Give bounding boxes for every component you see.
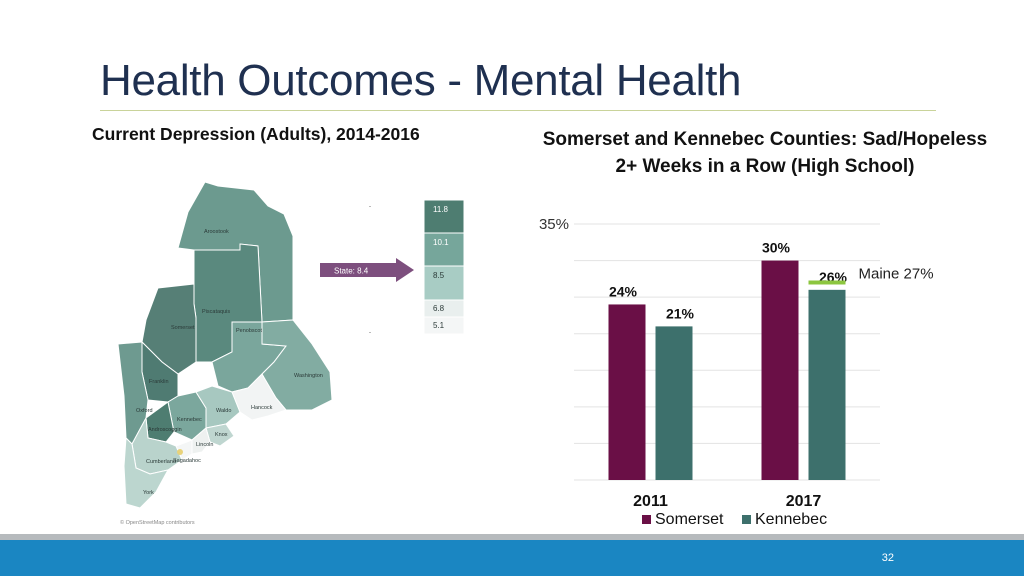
label-cumberland: Cumberland	[146, 459, 176, 465]
sad-hopeless-bar-chart: 35% 24% 21% 2011 30% 26% 2017 Maine 27% Somerset…	[520, 200, 1020, 540]
title-divider	[100, 110, 936, 111]
label-androscoggin: Androscoggin	[148, 427, 182, 433]
legend-label-somerset: Somerset	[655, 511, 724, 528]
county-york	[123, 436, 169, 509]
footer-bar	[0, 540, 1024, 576]
legend-swatch-2	[423, 232, 465, 267]
label-hancock: Hancock	[251, 405, 273, 411]
chart-title-line-1: Somerset and Kennebec Counties: Sad/Hope…	[542, 129, 988, 150]
label-oxford: Oxford	[136, 408, 153, 414]
legend-tick-bottom	[369, 332, 371, 333]
footer-stripe	[0, 534, 1024, 540]
legend-swatch-3	[423, 265, 465, 301]
label-sagadahoc: Sagadahoc	[173, 458, 201, 464]
y-tick-label: 35%	[539, 216, 569, 233]
data-label-somerset-2017: 30%	[762, 240, 791, 256]
chart-title-line-2: 2+ Weeks in a Row (High School)	[615, 156, 915, 177]
legend-swatch-kennebec	[742, 515, 751, 524]
bar-somerset-2017	[761, 260, 799, 480]
county-somerset	[141, 283, 197, 375]
chart-title: Somerset and Kennebec Counties: Sad/Hope…	[512, 126, 1018, 180]
bar-kennebec-2017	[808, 289, 846, 480]
map-attribution: © OpenStreetMap contributors	[120, 519, 195, 526]
label-knox: Knox	[215, 432, 228, 438]
x-tick-label-2011: 2011	[633, 493, 668, 510]
legend-label-2: 10.1	[433, 238, 449, 247]
state-average-label: State: 8.4	[334, 267, 369, 276]
label-kennebec: Kennebec	[177, 417, 202, 423]
data-label-kennebec-2011: 21%	[666, 305, 695, 321]
data-label-somerset-2011: 24%	[609, 283, 638, 299]
legend-swatch-5	[423, 316, 465, 335]
x-tick-label-2017: 2017	[786, 493, 822, 510]
legend-label-1: 11.8	[433, 205, 449, 214]
legend-label-5: 5.1	[433, 321, 445, 330]
map-title: Current Depression (Adults), 2014-2016	[92, 124, 420, 144]
label-franklin: Franklin	[149, 379, 169, 385]
state-average-arrow	[320, 258, 414, 282]
legend-label-4: 6.8	[433, 304, 445, 313]
county-waldo	[195, 385, 241, 429]
label-washington: Washington	[294, 373, 323, 379]
label-lincoln: Lincoln	[196, 442, 213, 448]
slide-title: Health Outcomes - Mental Health	[100, 56, 742, 105]
label-aroostook: Aroostook	[204, 229, 229, 235]
label-york: York	[143, 490, 154, 496]
legend-tick-top	[369, 206, 371, 207]
label-waldo: Waldo	[216, 408, 231, 414]
label-penobscot: Penobscot	[236, 328, 262, 334]
page-number: 32	[881, 552, 894, 564]
label-somerset: Somerset	[171, 325, 195, 331]
maine-depression-map: Aroostook Piscataquis Somerset Penobscot…	[0, 0, 480, 540]
label-piscataquis: Piscataquis	[202, 309, 230, 315]
sagadahoc-marker	[177, 449, 183, 455]
bar-somerset-2011	[608, 304, 646, 480]
maine-reference-label: Maine 27%	[859, 266, 934, 283]
legend-swatch-1	[423, 199, 465, 234]
bar-kennebec-2011	[655, 326, 693, 480]
legend-swatch-somerset	[642, 515, 651, 524]
county-hancock	[231, 373, 287, 421]
maine-map-svg: Aroostook Piscataquis Somerset Penobscot…	[117, 181, 465, 526]
legend-label-3: 8.5	[433, 271, 445, 280]
legend-label-kennebec: Kennebec	[755, 511, 827, 528]
